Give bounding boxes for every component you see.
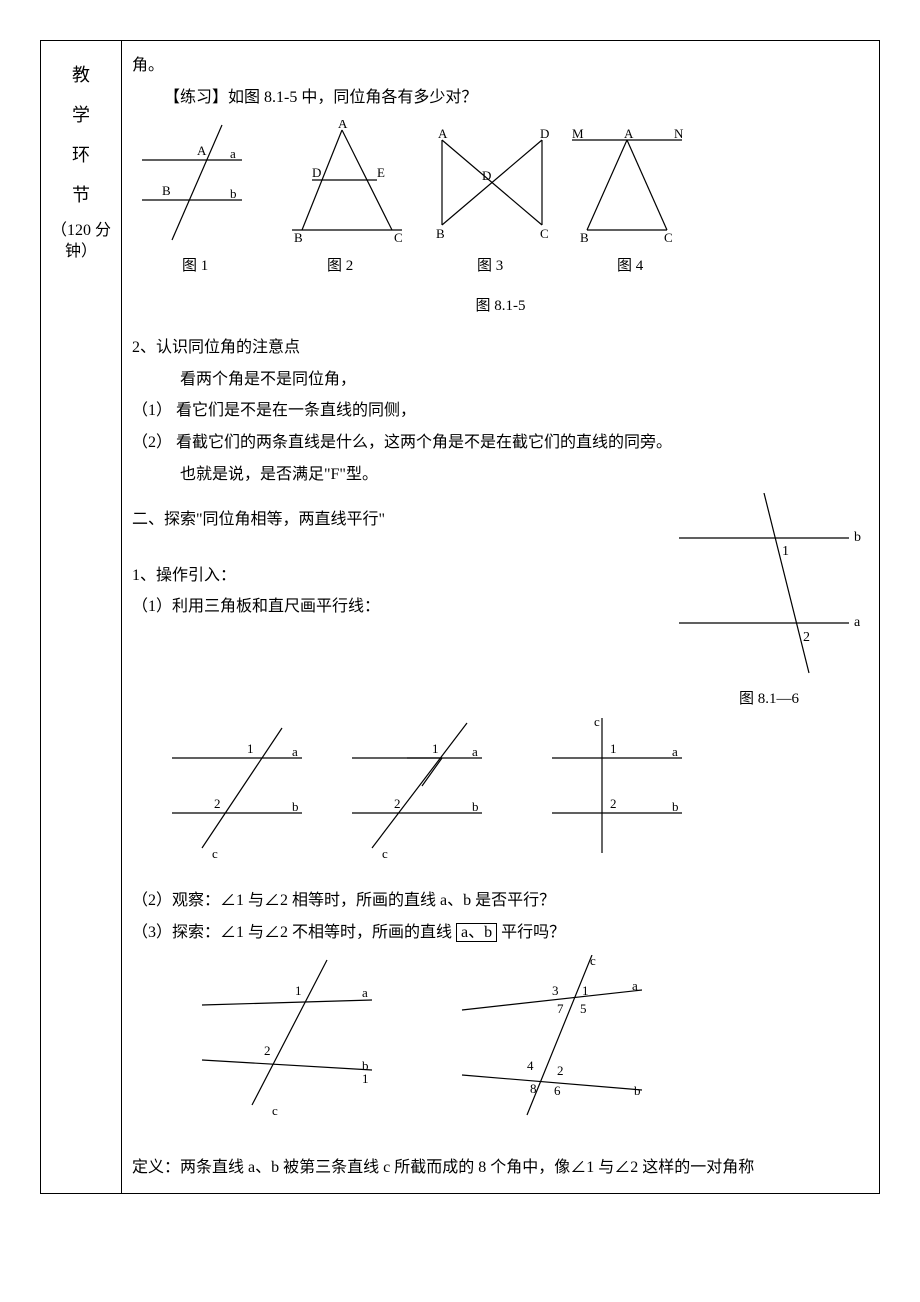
- op-3-a: （3）探索：∠1 与∠2 不相等时，所画的直线: [132, 924, 456, 941]
- svg-text:D: D: [540, 126, 549, 141]
- op-3-box: a、b: [456, 923, 497, 942]
- svg-text:B: B: [436, 226, 445, 241]
- svg-text:8: 8: [530, 1081, 537, 1096]
- svg-text:B: B: [162, 183, 171, 198]
- svg-text:a: a: [632, 978, 638, 993]
- svg-text:c: c: [594, 718, 600, 729]
- svg-text:A: A: [624, 126, 634, 141]
- svg-text:2: 2: [214, 796, 221, 811]
- svg-text:c: c: [212, 846, 218, 861]
- svg-text:5: 5: [580, 1001, 587, 1016]
- svg-text:D: D: [312, 165, 321, 180]
- svg-text:2: 2: [610, 796, 617, 811]
- svg-text:E: E: [377, 165, 385, 180]
- svg-text:a: a: [472, 744, 478, 759]
- svg-text:b: b: [672, 799, 679, 814]
- svg-text:2: 2: [803, 630, 810, 645]
- svg-text:b: b: [634, 1083, 641, 1098]
- fig815-caption: 图 8.1-5: [132, 294, 869, 315]
- left-char-2: 学: [51, 101, 111, 127]
- svg-text:c: c: [272, 1103, 278, 1118]
- sec2-title: 2、认识同位角的注意点: [132, 335, 869, 361]
- svg-text:b: b: [472, 799, 479, 814]
- sec2-item1: （1） 看它们是不是在一条直线的同侧，: [132, 398, 869, 424]
- svg-text:1: 1: [247, 741, 254, 756]
- figure-draw-row: 1 a 2 b c: [132, 718, 869, 868]
- svg-text:B: B: [580, 230, 589, 245]
- svg-text:1: 1: [432, 741, 439, 756]
- svg-text:7: 7: [557, 1001, 564, 1016]
- svg-text:a: a: [854, 615, 861, 630]
- op-3-b: 平行吗？: [497, 924, 565, 941]
- svg-text:A: A: [338, 120, 348, 131]
- left-char-4: 节: [51, 181, 111, 207]
- fig815-sub1: 图 1: [182, 257, 208, 274]
- svg-text:M: M: [572, 126, 584, 141]
- svg-text:1: 1: [582, 983, 589, 998]
- svg-text:1: 1: [610, 741, 617, 756]
- svg-text:a: a: [292, 744, 298, 759]
- line-top: 角。: [132, 53, 869, 79]
- svg-text:A: A: [197, 143, 207, 158]
- figure-8-1-5: A a B b A D E: [132, 120, 869, 315]
- op-2: （2）观察：∠1 与∠2 相等时，所画的直线 a、b 是否平行？: [132, 888, 869, 914]
- figure-8-1-6: b 1 a 2 图 8.1—6: [669, 493, 869, 708]
- svg-text:a: a: [362, 985, 368, 1000]
- svg-text:C: C: [540, 226, 549, 241]
- svg-text:D: D: [482, 168, 491, 183]
- svg-text:4: 4: [527, 1058, 534, 1073]
- fig816-svg: b 1 a 2: [669, 493, 869, 683]
- svg-text:b: b: [230, 186, 237, 201]
- op-3: （3）探索：∠1 与∠2 不相等时，所画的直线 a、b 平行吗？: [132, 920, 869, 946]
- svg-text:c: c: [590, 955, 596, 968]
- left-char-3: 环: [51, 141, 111, 167]
- left-header-cell: 教 学 环 节 （120 分钟）: [41, 41, 122, 1194]
- svg-text:c: c: [382, 846, 388, 861]
- fig815-sub3: 图 3: [477, 257, 503, 274]
- content-cell: 角。 【练习】如图 8.1-5 中，同位角各有多少对？ A a B: [122, 41, 880, 1194]
- svg-text:B: B: [294, 230, 303, 245]
- sec2-tail: 也就是说，是否满足"F"型。: [132, 462, 869, 488]
- svg-text:a: a: [672, 744, 678, 759]
- svg-text:b: b: [292, 799, 299, 814]
- lesson-table: 教 学 环 节 （120 分钟） 角。 【练习】如图 8.1-5 中，同位角各有…: [40, 40, 880, 1194]
- left-char-1: 教: [51, 61, 111, 87]
- figure-last: 1 a 2 b 1 c c a: [132, 955, 869, 1125]
- fig816-caption: 图 8.1—6: [669, 687, 869, 708]
- svg-text:1: 1: [782, 544, 789, 559]
- svg-text:2: 2: [394, 796, 401, 811]
- figlast-svg: 1 a 2 b 1 c c a: [132, 955, 692, 1125]
- svg-text:b: b: [854, 530, 861, 545]
- svg-text:2: 2: [557, 1063, 564, 1078]
- left-sub: （120 分钟）: [51, 222, 111, 260]
- definition-line: 定义：两条直线 a、b 被第三条直线 c 所截而成的 8 个角中，像∠1 与∠2…: [132, 1155, 869, 1181]
- svg-text:3: 3: [552, 983, 559, 998]
- fig815-sub2: 图 2: [327, 257, 353, 274]
- svg-text:A: A: [438, 126, 448, 141]
- svg-text:6: 6: [554, 1083, 561, 1098]
- svg-text:2: 2: [264, 1043, 271, 1058]
- fig815-sub4: 图 4: [617, 257, 644, 274]
- svg-text:C: C: [664, 230, 673, 245]
- svg-text:1: 1: [362, 1071, 369, 1086]
- exercise-label: 【练习】如图 8.1-5 中，同位角各有多少对？: [132, 85, 869, 111]
- sec2-lead: 看两个角是不是同位角，: [132, 367, 869, 393]
- fig815-svg: A a B b A D E: [132, 120, 692, 290]
- svg-text:1: 1: [295, 983, 302, 998]
- svg-text:N: N: [674, 126, 684, 141]
- figdraw-svg: 1 a 2 b c: [152, 718, 752, 868]
- svg-text:a: a: [230, 146, 236, 161]
- sec2-item2: （2） 看截它们的两条直线是什么，这两个角是不是在截它们的直线的同旁。: [132, 430, 869, 456]
- svg-text:C: C: [394, 230, 403, 245]
